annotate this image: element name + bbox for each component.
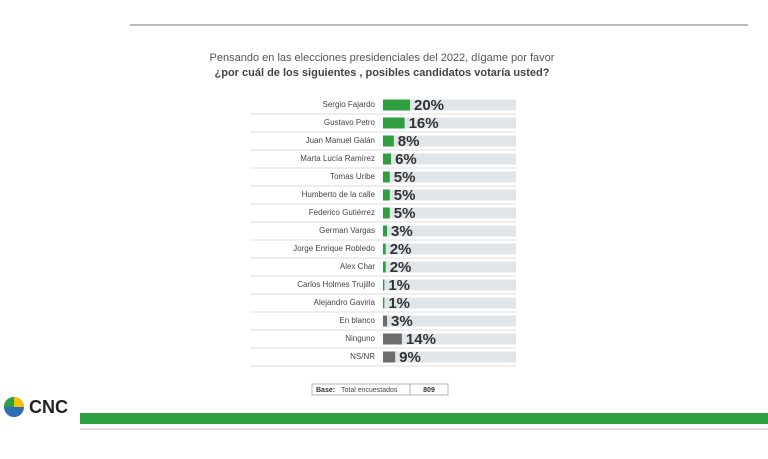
- category-label: Federico Gutiérrez: [309, 208, 375, 217]
- bar-track: [383, 207, 516, 219]
- bar-track: [383, 333, 516, 345]
- bar: [383, 207, 390, 219]
- bar: [383, 153, 392, 165]
- value-label: 6%: [395, 151, 417, 168]
- bar: [383, 315, 388, 327]
- footer-band: [80, 413, 768, 424]
- bar: [383, 225, 388, 237]
- bar-track: [383, 135, 516, 147]
- bar-track: [383, 297, 516, 309]
- bar: [383, 279, 385, 291]
- value-label: 9%: [399, 349, 421, 366]
- category-label: Humberto de la calle: [302, 190, 376, 199]
- category-label: German Vargas: [319, 226, 375, 235]
- category-label: Juan Manuel Galán: [306, 136, 375, 145]
- value-label: 2%: [390, 259, 412, 276]
- value-label: 3%: [391, 223, 413, 240]
- category-label: Sergio Fajardo: [323, 100, 376, 109]
- bar-track: [383, 315, 516, 327]
- category-label: Jorge Enrique Robledo: [293, 244, 375, 253]
- bar-track: [383, 279, 516, 291]
- base-box: [311, 383, 449, 396]
- logo-text: CNC: [29, 397, 68, 417]
- bar: [383, 351, 396, 363]
- bar: [383, 117, 405, 129]
- value-label: 1%: [388, 277, 410, 294]
- bar-track: [383, 225, 516, 237]
- bar: [383, 333, 402, 345]
- category-label: En blanco: [339, 316, 375, 325]
- bar-track: [383, 153, 516, 165]
- logo-mark: [14, 397, 24, 407]
- bar-track: [383, 351, 516, 363]
- value-label: 16%: [409, 115, 439, 132]
- bar: [383, 189, 390, 201]
- category-label: NS/NR: [350, 352, 375, 361]
- bar-track: [383, 261, 516, 273]
- value-label: 8%: [398, 133, 420, 150]
- bar: [383, 297, 385, 309]
- category-label: Alejandro Gaviria: [314, 298, 376, 307]
- bar-track: [383, 243, 516, 255]
- value-label: 1%: [388, 295, 410, 312]
- bar: [383, 171, 390, 183]
- value-label: 2%: [390, 241, 412, 258]
- category-label: Gustavo Petro: [324, 118, 376, 127]
- chart-subtitle: ¿por cuál de los siguientes , posibles c…: [215, 67, 550, 79]
- value-label: 3%: [391, 313, 413, 330]
- base-label: Base:: [316, 387, 335, 394]
- bar: [383, 135, 394, 147]
- bar-track: [383, 117, 516, 129]
- value-label: 14%: [406, 331, 436, 348]
- logo-mark: [4, 397, 14, 407]
- chart-title: Pensando en las elecciones presidenciale…: [210, 52, 555, 64]
- bar: [383, 243, 386, 255]
- category-label: Carlos Holmes Trujillo: [297, 280, 375, 289]
- category-label: Alex Char: [340, 262, 375, 271]
- value-label: 5%: [394, 169, 416, 186]
- base-value: 809: [423, 387, 435, 394]
- category-label: Marta Lucía Ramírez: [300, 154, 375, 163]
- bar: [383, 99, 410, 111]
- value-label: 5%: [394, 205, 416, 222]
- bar-track: [383, 99, 516, 111]
- bar-track: [383, 189, 516, 201]
- bar-track: [383, 171, 516, 183]
- bar: [383, 261, 386, 273]
- category-label: Tomas Uribe: [330, 172, 375, 181]
- value-label: 20%: [414, 97, 444, 114]
- base-text: Total encuestados: [341, 387, 398, 394]
- category-label: Ninguno: [345, 334, 375, 343]
- value-label: 5%: [394, 187, 416, 204]
